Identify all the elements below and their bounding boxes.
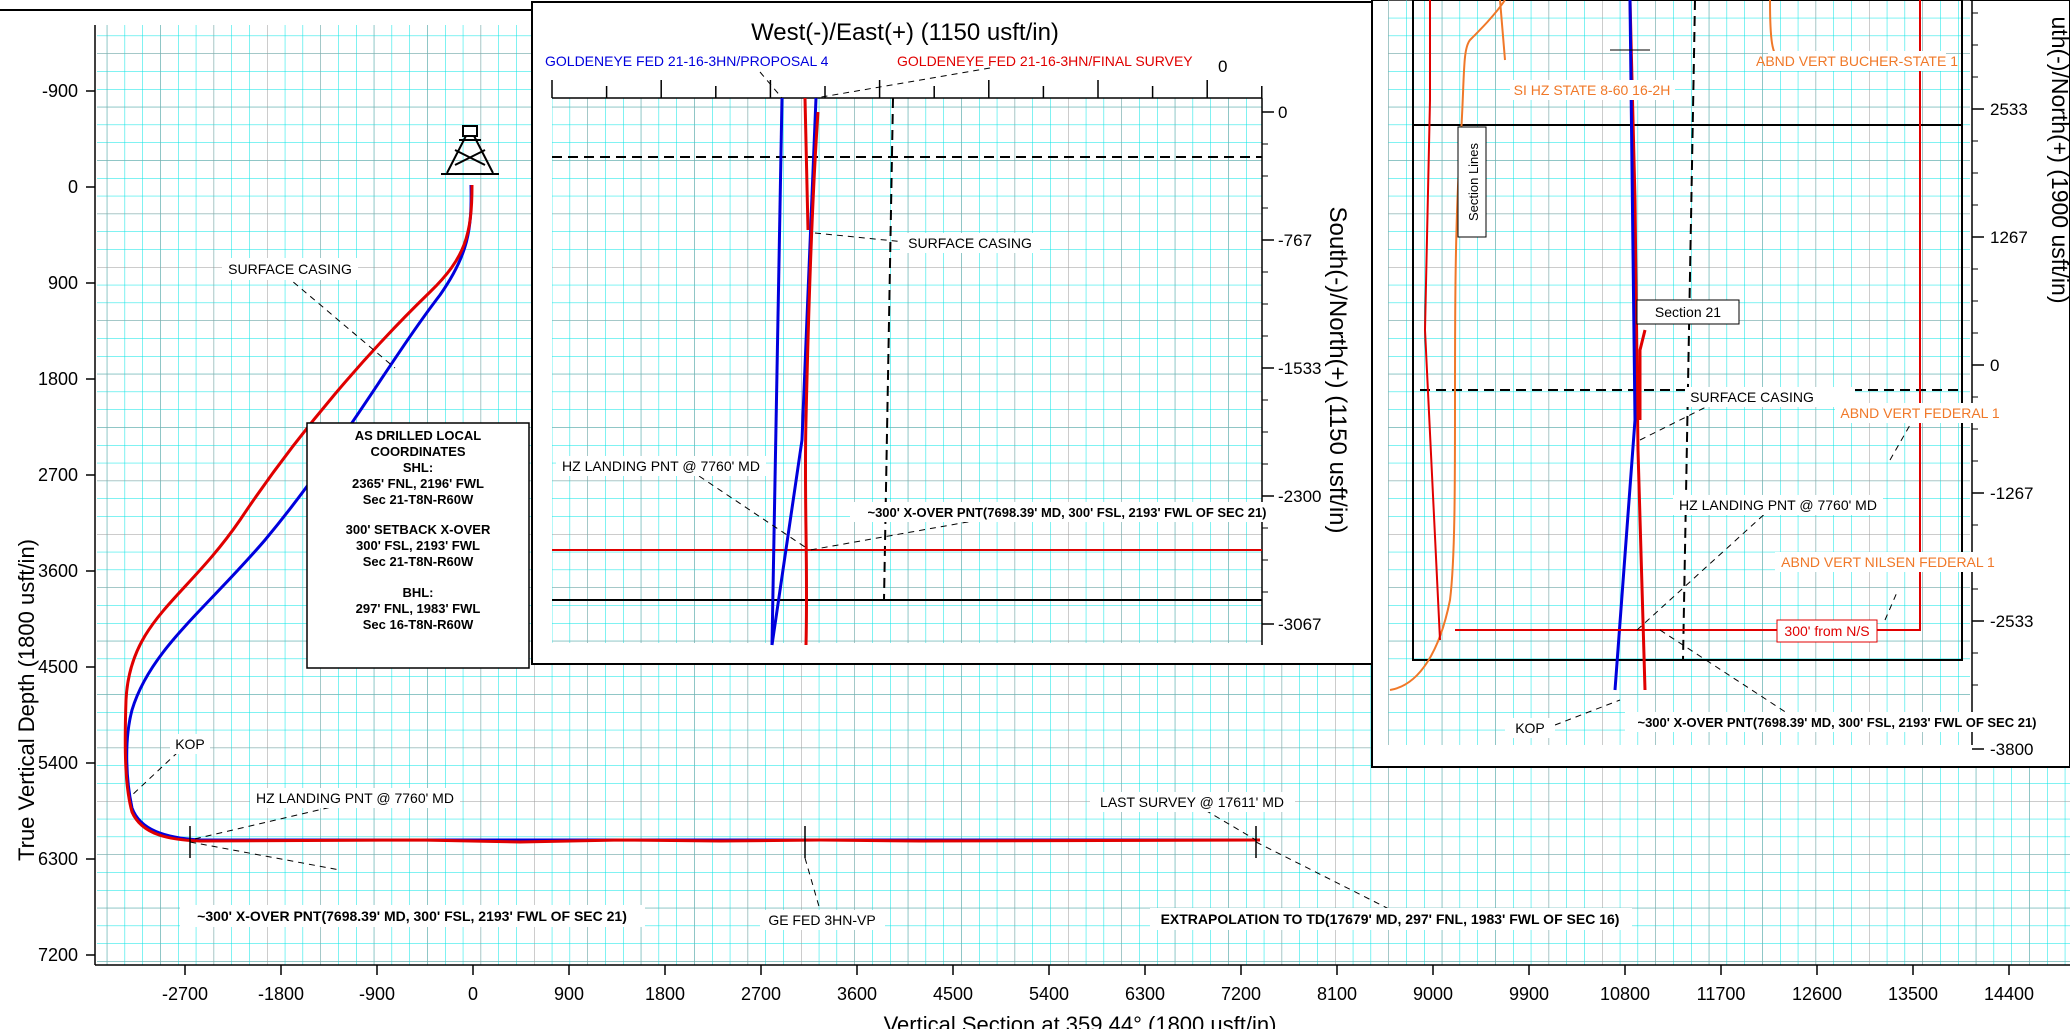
y-tick-label: 7200 [38, 945, 78, 965]
coords-bhl-line2: Sec 16-T8N-R60W [363, 617, 474, 632]
x-tick-label: 9900 [1509, 984, 1549, 1004]
last-survey-label: LAST SURVEY @ 17611' MD [1100, 794, 1284, 810]
inset-right-tick-label: 0 [1278, 103, 1287, 122]
y-tick-label: 5400 [38, 753, 78, 773]
section-plan-view: 2533 1267 0 -1267 -2533 -3800 uth(-)/North(+)… [1371, 0, 2070, 768]
x-tick-label: -2700 [162, 984, 208, 1004]
ns-300-label: 300' from N/S [1784, 623, 1869, 639]
plan-right-tick-label: -3800 [1990, 740, 2033, 759]
x-tick-label: 8100 [1317, 984, 1357, 1004]
plan-right-tick-label: -1267 [1990, 484, 2033, 503]
abnd-federal-label: ABND VERT FEDERAL 1 [1840, 405, 1999, 421]
ge-fed-label: GE FED 3HN-VP [768, 912, 875, 928]
inset-top-zero: 0 [1218, 57, 1227, 76]
inset-right-ticks: 0 -767 -1533 -2300 -3067 [1262, 103, 1321, 634]
coords-title-2: COORDINATES [370, 444, 465, 459]
coords-shl-header: SHL: [403, 460, 433, 475]
inset-hz-landing-label: HZ LANDING PNT @ 7760' MD [562, 458, 760, 474]
plan-right-ticks: 2533 1267 0 -1267 -2533 -3800 [1972, 12, 2033, 759]
plan-right-tick-label: 1267 [1990, 228, 2028, 247]
kop-label: KOP [175, 736, 205, 752]
y-tick-label: 6300 [38, 849, 78, 869]
plan-right-tick-label: 0 [1990, 356, 1999, 375]
main-annotations: SURFACE CASING KOP HZ LANDING PNT @ 7760… [170, 258, 1632, 930]
x-tick-label: -900 [359, 984, 395, 1004]
y-tick-label: -900 [42, 81, 78, 101]
x-axis-ticks: -2700 -1800 -900 0 900 1800 2700 3600 4500 5400 63… [162, 965, 2034, 1004]
x-tick-label: 11700 [1697, 984, 1746, 1004]
x-tick-label: 10800 [1600, 984, 1650, 1004]
coords-setback-header: 300' SETBACK X-OVER [346, 522, 491, 537]
plan-right-tick-label: 2533 [1990, 100, 2028, 119]
inset-right-axis-title: South(-)/North(+) (1150 usft/in) [1324, 206, 1351, 533]
x-tick-label: 7200 [1221, 984, 1261, 1004]
section-lines-label: Section Lines [1466, 142, 1481, 221]
coords-setback-line2: Sec 21-T8N-R60W [363, 554, 474, 569]
extrapolation-label: EXTRAPOLATION TO TD(17679' MD, 297' FNL,… [1161, 911, 1620, 927]
y-tick-label: 2700 [38, 465, 78, 485]
inset-legend-blue: GOLDENEYE FED 21-16-3HN/PROPOSAL 4 [545, 53, 829, 69]
si-hz-state-label: SI HZ STATE 8-60 16-2H [1514, 82, 1671, 98]
inset-final-survey-path [803, 111, 820, 646]
xover-label: ~300' X-OVER PNT(7698.39' MD, 300' FSL, … [197, 908, 627, 924]
inset-legend-red: GOLDENEYE FED 21-16-3HN/FINAL SURVEY [897, 53, 1193, 69]
inset-right-tick-label: -2300 [1278, 487, 1321, 506]
coords-title-1: AS DRILLED LOCAL [355, 428, 481, 443]
inset-right-tick-label: -1533 [1278, 359, 1321, 378]
coords-bhl-line1: 297' FNL, 1983' FWL [356, 601, 481, 616]
plan-right-axis-title: uth(-)/North(+) (1900 usft/in) [2047, 17, 2070, 304]
x-tick-label: 9000 [1413, 984, 1453, 1004]
inset-title: West(-)/East(+) (1150 usft/in) [751, 19, 1059, 46]
abnd-bucher-label: ABND VERT BUCHER-STATE 1 [1756, 53, 1958, 69]
x-tick-label: 0 [468, 984, 478, 1004]
inset-xover-label: ~300' X-OVER PNT(7698.39' MD, 300' FSL, … [867, 505, 1266, 520]
coords-setback-line1: 300' FSL, 2193' FWL [356, 538, 480, 553]
section-21-label: Section 21 [1655, 304, 1721, 320]
x-tick-label: 4500 [933, 984, 973, 1004]
inset-top-ticks [551, 80, 1263, 98]
inset-surface-casing-label: SURFACE CASING [908, 235, 1032, 251]
x-tick-label: 3600 [837, 984, 877, 1004]
coordinates-box: AS DRILLED LOCAL COORDINATES SHL: 2365' … [306, 422, 530, 669]
x-tick-label: 900 [554, 984, 584, 1004]
x-tick-label: 6300 [1125, 984, 1165, 1004]
y-tick-label: 900 [48, 273, 78, 293]
x-tick-label: 14400 [1984, 984, 2034, 1004]
coords-bhl-header: BHL: [402, 585, 433, 600]
rig-icon [441, 125, 499, 175]
x-tick-label: -1800 [258, 984, 304, 1004]
inset-right-tick-label: -767 [1278, 231, 1312, 250]
y-tick-label: 0 [68, 177, 78, 197]
coords-shl-line2: Sec 21-T8N-R60W [363, 492, 474, 507]
x-tick-label: 1800 [645, 984, 685, 1004]
plan-hz-landing-label: HZ LANDING PNT @ 7760' MD [1679, 497, 1877, 513]
plan-kop-label: KOP [1515, 720, 1545, 736]
y-axis-ticks: -900 0 900 1800 2700 3600 4500 5400 6300 7200 [38, 81, 95, 965]
inset-plan-view: 0 -767 -1533 -2300 -3067 West(-)/East(+) (11… [531, 1, 1375, 665]
x-tick-label: 12600 [1792, 984, 1842, 1004]
plan-xover-label: ~300' X-OVER PNT(7698.39' MD, 300' FSL, … [1637, 715, 2036, 730]
y-tick-label: 3600 [38, 561, 78, 581]
abnd-nilsen-label: ABND VERT NILSEN FEDERAL 1 [1781, 554, 1995, 570]
coords-shl-line1: 2365' FNL, 2196' FWL [352, 476, 484, 491]
y-axis-title: True Vertical Depth (1800 usft/in) [14, 539, 39, 861]
plan-right-tick-label: -2533 [1990, 612, 2033, 631]
y-tick-label: 4500 [38, 657, 78, 677]
x-tick-label: 13500 [1888, 984, 1938, 1004]
surface-casing-label: SURFACE CASING [228, 261, 352, 277]
plan-proposal-path [1613, 0, 1637, 691]
x-tick-label: 2700 [741, 984, 781, 1004]
inset-proposal-path [770, 97, 784, 646]
y-tick-label: 1800 [38, 369, 78, 389]
x-axis-title: Vertical Section at 359.44° (1800 usft/i… [884, 1012, 1277, 1029]
plan-surface-casing-label: SURFACE CASING [1690, 389, 1814, 405]
inset-right-tick-label: -3067 [1278, 615, 1321, 634]
final-survey-vertical-section [123, 184, 1261, 844]
x-tick-label: 5400 [1029, 984, 1069, 1004]
hz-landing-label: HZ LANDING PNT @ 7760' MD [256, 790, 454, 806]
